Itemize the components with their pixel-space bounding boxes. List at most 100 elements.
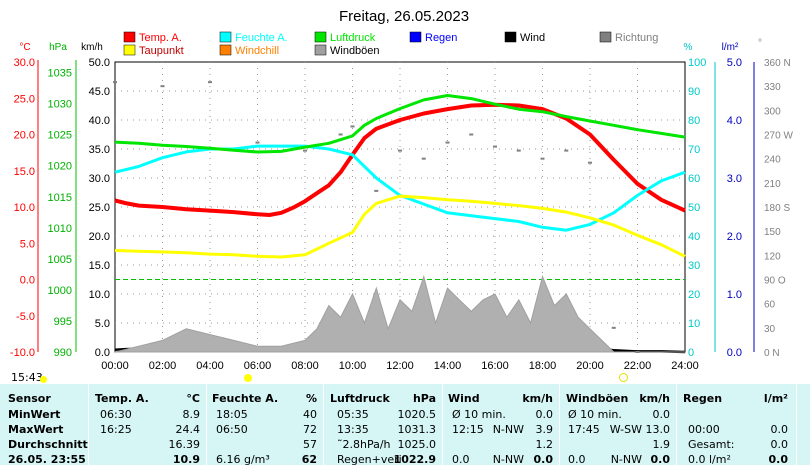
x-tick-label: 02:00 [149, 360, 177, 372]
cell-gust-value: 0.0 [650, 453, 671, 466]
cell-temp-value: 8.9 [182, 408, 201, 421]
axis-tick-label: -5.0 [16, 311, 35, 323]
axis-tick-label: 100 [688, 57, 706, 69]
axis-tick-label: 20.0 [14, 130, 35, 142]
axis-tick-label: 0.0 [727, 347, 742, 359]
cell-rain-value: 0.0 [770, 438, 789, 451]
series-taupunkt [114, 194, 686, 259]
cell-wind-value: 0.0 [533, 453, 554, 466]
cell-pressure-time: 13:35 [337, 423, 369, 436]
axis-tick-label: 30 [764, 324, 776, 335]
cell-temp-value: 24.4 [175, 423, 201, 436]
axis-tick-label: 25.0 [14, 93, 35, 105]
legend-swatch [409, 31, 422, 43]
unit-label: hPa [49, 42, 67, 53]
x-tick-label: 10:00 [339, 360, 367, 372]
x-tick-label: 24:00 [671, 360, 699, 372]
series-windboeen [114, 274, 685, 353]
axis-tick-label: 5.0 [727, 57, 742, 69]
x-tick-label: 12:00 [386, 360, 414, 372]
header-rain: Regen [683, 392, 723, 405]
axis-tick-label: 4.0 [727, 115, 742, 127]
cell-humidity-value: 57 [303, 438, 317, 451]
x-tick-label: 06:00 [244, 360, 272, 372]
cell-humidity-time: 06:50 [216, 423, 248, 436]
cell-wind-direction: N-NW [492, 453, 524, 466]
cell-humidity-time: 6.16 g/m³ [216, 453, 270, 466]
axis-tick-label: 270 W [764, 131, 793, 142]
cell-wind-time: 0.0 [452, 453, 470, 466]
header-humidity: Feuchte A. [212, 392, 279, 405]
cell-wind-direction: N-NW [492, 423, 524, 436]
axis-tick-label: -10.0 [10, 347, 35, 359]
cell-gust-direction: N-NW [610, 453, 642, 466]
legend-swatch [219, 31, 232, 43]
axis-tick-label: 20 [688, 289, 700, 301]
unit-label: ° [758, 38, 762, 49]
cell-humidity-value: 72 [303, 423, 317, 436]
cell-humidity-value: 62 [301, 453, 317, 466]
axis-tick-label: 30.0 [89, 173, 110, 185]
axis-tick-label: 2.0 [727, 231, 742, 243]
cell-pressure-value: 1022.9 [393, 453, 436, 466]
axis-tick-label: 240 [764, 155, 781, 166]
axis-tick-label: 90 O [764, 276, 786, 287]
axis-tick-label: 0.0 [95, 347, 110, 359]
chart-legend: Temp. A. Feuchte A. Luftdruck Regen Wind Rich… [123, 31, 658, 57]
axis-tick-label: 10 [688, 318, 700, 330]
direction-point [611, 326, 616, 329]
axis-tick-label: 1000 [48, 285, 72, 297]
x-tick-label: 16:00 [481, 360, 509, 372]
axis-tick-label: 300 [764, 106, 781, 117]
axis-tick-label: 10.0 [89, 289, 110, 301]
cell-gust-value: 1.9 [652, 438, 671, 451]
axis-tick-label: 0 N [764, 348, 780, 359]
axis-tick-label: 330 [764, 82, 781, 93]
header-gust: Windböen [566, 392, 629, 405]
direction-point [338, 133, 343, 136]
legend-label: Regen [425, 32, 457, 44]
cell-temp-value: 16.39 [168, 438, 201, 451]
cell-rain-time: 0.0 l/m² [688, 453, 731, 466]
unit-label: km/h [81, 42, 103, 53]
legend-swatch [599, 31, 612, 43]
legend-swatch [219, 44, 232, 56]
cell-temp-time: 16:25 [100, 423, 132, 436]
cell-pressure-time: ˜2.8hPa/h [337, 438, 391, 451]
unit-label: l/m² [722, 42, 739, 53]
cell-pressure-time: Regen+veri [337, 453, 402, 466]
direction-point [564, 149, 569, 152]
cell-gust-time: 17:45 [568, 423, 600, 436]
x-tick-label: 22:00 [624, 360, 652, 372]
axis-unit-labels: °C hPa km/h% l/m² ° [19, 38, 762, 53]
header-wind: Wind [448, 392, 480, 405]
cell-wind-value: 3.9 [535, 423, 554, 436]
cell-humidity-time: 18:05 [216, 408, 248, 421]
axis-tick-label: 5.0 [95, 318, 110, 330]
direction-point [588, 161, 592, 164]
direction-point [540, 157, 545, 160]
cell-pressure-value: 1025.0 [397, 438, 437, 451]
sunrise-icon [244, 374, 252, 382]
legend-label: Richtung [615, 32, 658, 44]
legend-label: Temp. A. [139, 32, 182, 44]
axis-tick-label: 1.0 [727, 289, 742, 301]
axis-tick-label: 1010 [48, 223, 72, 235]
legend-swatch [123, 44, 136, 56]
x-tick-label: 14:00 [434, 360, 462, 372]
cell-gust-value: 13.0 [645, 423, 671, 436]
header-pressure: Luftdruck [330, 392, 390, 405]
axes: 30.0 25.0 20.0 15.0 10.0 5.0 0.0 -5.0 -10.0 1035 1… [10, 57, 794, 372]
row-label: Durchschnitt [8, 438, 88, 451]
direction-point [208, 81, 212, 84]
axis-tick-label: 1035 [48, 68, 72, 80]
legend-swatch [123, 31, 136, 43]
unit-label: °C [19, 42, 30, 53]
axis-tick-label: 10.0 [14, 202, 35, 214]
cell-gust-value: 0.0 [652, 408, 671, 421]
x-tick-label: 00:00 [101, 360, 129, 372]
axis-tick-label: 1005 [48, 254, 72, 266]
direction-point [493, 145, 497, 148]
statistics-table: Sensor Temp. A. °C Feuchte A.% Luftdruck hPa W… [0, 384, 810, 466]
header-pressure-unit: hPa [412, 392, 436, 405]
